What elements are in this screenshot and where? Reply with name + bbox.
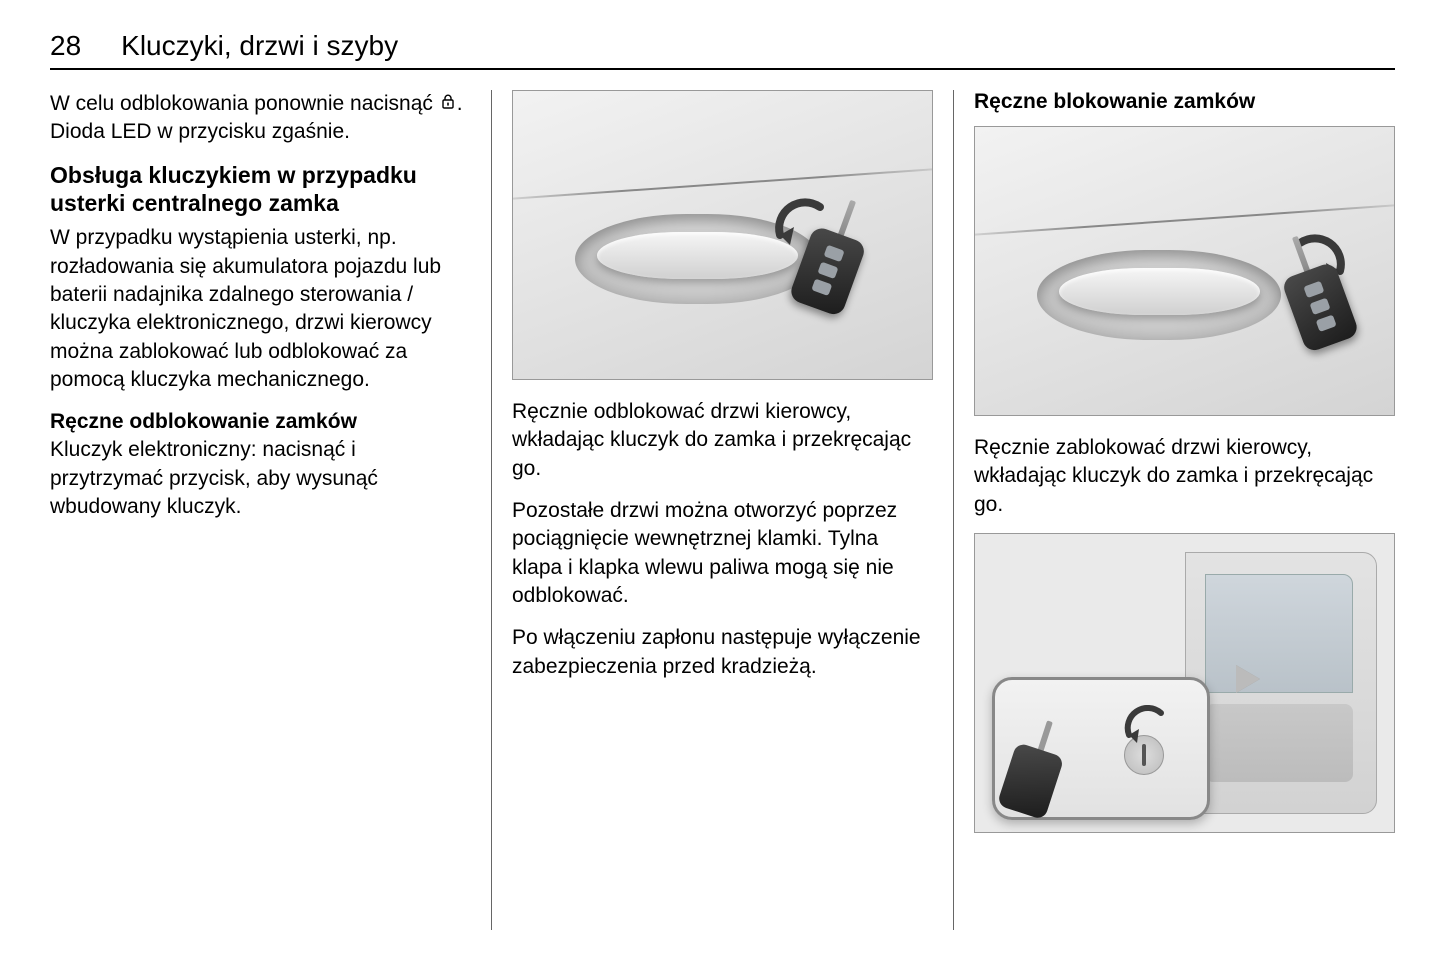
page-number: 28: [50, 30, 81, 62]
illustration-lock-handle: [974, 126, 1395, 416]
col1-p1-text-a: W celu odblokowania ponownie nacisnąć: [50, 92, 439, 115]
col1-paragraph-1: W celu odblokowania ponownie nacisnąć . …: [50, 90, 471, 147]
col1-subheading-1: Ręczne odblokowanie zamków: [50, 410, 471, 434]
page-header: 28 Kluczyki, drzwi i szyby: [50, 30, 1395, 70]
column-2: Ręcznie odblokować drzwi kierowcy, wkład…: [492, 90, 953, 930]
col1-paragraph-3: Kluczyk elektroniczny: nacisnąć i przytr…: [50, 436, 471, 521]
illustration-unlock-handle: [512, 90, 933, 380]
illustration-door-lock: [974, 533, 1395, 833]
col2-paragraph-2: Pozostałe drzwi można otworzyć poprzez p…: [512, 497, 933, 610]
chapter-title: Kluczyki, drzwi i szyby: [121, 30, 398, 62]
col1-paragraph-2: W przypadku wystąpienia usterki, np. roz…: [50, 224, 471, 394]
lock-icon: [441, 94, 455, 110]
content-columns: W celu odblokowania ponownie nacisnąć . …: [50, 90, 1395, 930]
col3-subheading-1: Ręczne blokowanie zamków: [974, 90, 1395, 114]
col2-paragraph-1: Ręcznie odblokować drzwi kierowcy, wkład…: [512, 398, 933, 483]
col3-paragraph-1: Ręcznie zablokować drzwi kierowcy, wkład…: [974, 434, 1395, 519]
column-1: W celu odblokowania ponownie nacisnąć . …: [50, 90, 491, 930]
arrow-ccw-small-icon: [1117, 705, 1173, 749]
column-3: Ręczne blokowanie zamków Ręcznie zabloko…: [954, 90, 1395, 930]
col1-heading-1: Obsługa kluczykiem w przypadku usterki c…: [50, 161, 471, 219]
col2-paragraph-3: Po włączeniu zapłonu następuje wyłączeni…: [512, 624, 933, 681]
